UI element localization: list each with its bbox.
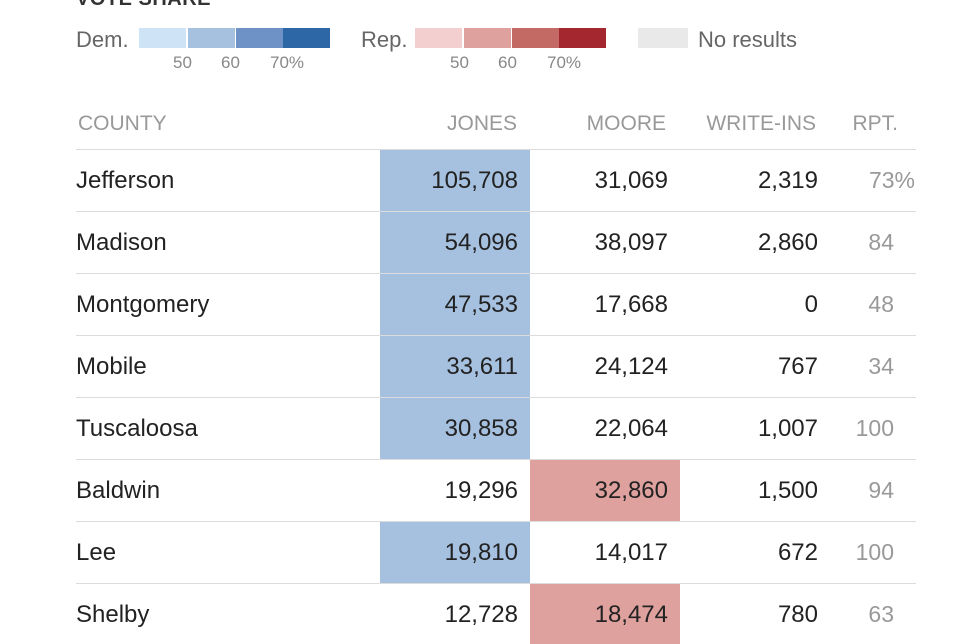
write-ins-votes: 1,500	[757, 477, 818, 504]
legend-rep-label: Rep.	[361, 27, 408, 52]
moore-votes: 24,124	[594, 353, 668, 380]
legend-title: VOTE SHARE	[76, 0, 211, 11]
moore-votes: 14,017	[594, 539, 668, 566]
write-ins-votes: 0	[804, 291, 818, 318]
moore-votes: 38,097	[594, 229, 668, 256]
table-row: Lee 19,810 14,017 672 100	[76, 521, 916, 583]
moore-votes: 32,860	[530, 460, 680, 521]
header-county[interactable]: COUNTY	[78, 112, 167, 135]
write-ins-votes: 2,319	[757, 167, 818, 194]
county-name: Lee	[76, 539, 117, 566]
write-ins-votes: 1,007	[757, 415, 818, 442]
results-table: Jefferson 105,708 31,069 2,319 73% Madis…	[76, 149, 916, 644]
legend-dem-tick-70: 70%	[270, 53, 305, 72]
legend-dem-swatch-1	[139, 28, 186, 48]
write-ins-votes: 780	[777, 601, 818, 628]
legend-dem-swatch-3	[236, 28, 283, 48]
jones-votes: 19,296	[444, 477, 518, 504]
table-row: Tuscaloosa 30,858 22,064 1,007 100	[76, 397, 916, 459]
moore-votes: 22,064	[594, 415, 668, 442]
write-ins-votes: 2,860	[757, 229, 818, 256]
jones-votes: 33,611	[380, 336, 530, 397]
reporting-pct: 84	[868, 229, 894, 255]
legend-no-results-label: No results	[698, 27, 798, 52]
moore-votes: 18,474	[530, 584, 680, 644]
jones-votes: 105,708	[380, 150, 530, 211]
legend-dem-tick-60: 60	[221, 53, 240, 72]
moore-votes: 31,069	[594, 167, 668, 194]
jones-votes: 19,810	[380, 522, 530, 583]
legend-rep-swatch-3	[512, 28, 559, 48]
reporting-pct: 48	[868, 291, 894, 317]
table-row: Mobile 33,611 24,124 767 34	[76, 335, 916, 397]
legend-dem-swatch-4	[283, 28, 330, 48]
county-name: Madison	[76, 229, 167, 256]
county-name: Shelby	[76, 601, 150, 628]
reporting-pct: 34	[868, 353, 894, 379]
reporting-pct: 100	[855, 539, 894, 565]
table-row: Madison 54,096 38,097 2,860 84	[76, 211, 916, 273]
table-row: Shelby 12,728 18,474 780 63	[76, 583, 916, 644]
reporting-pct: 63	[868, 601, 894, 627]
write-ins-votes: 672	[777, 539, 818, 566]
jones-votes: 47,533	[380, 274, 530, 335]
header-rpt[interactable]: RPT.	[852, 112, 898, 135]
reporting-pct: 73%	[868, 167, 915, 193]
legend-dem-tick-50: 50	[173, 53, 192, 72]
legend-no-results-swatch	[638, 28, 688, 48]
header-write-ins[interactable]: WRITE-INS	[706, 112, 816, 135]
legend-rep-tick-70: 70%	[547, 53, 582, 72]
header-moore[interactable]: MOORE	[586, 112, 666, 135]
reporting-pct: 100	[855, 415, 894, 441]
county-name: Montgomery	[76, 291, 210, 318]
legend-rep-tick-50: 50	[450, 53, 469, 72]
moore-votes: 17,668	[594, 291, 668, 318]
table-row: Jefferson 105,708 31,069 2,319 73%	[76, 149, 916, 211]
county-name: Tuscaloosa	[76, 415, 198, 442]
header-jones[interactable]: JONES	[446, 112, 517, 135]
legend-rep-tick-60: 60	[498, 53, 517, 72]
county-name: Baldwin	[76, 477, 161, 504]
write-ins-votes: 767	[777, 353, 818, 380]
county-name: Jefferson	[76, 167, 175, 194]
table-row: Baldwin 19,296 32,860 1,500 94	[76, 459, 916, 521]
county-name: Mobile	[76, 353, 147, 380]
reporting-pct: 94	[868, 477, 894, 503]
legend-rep-swatch-2	[464, 28, 511, 48]
legend-dem-label: Dem.	[76, 27, 129, 52]
jones-votes: 30,858	[380, 398, 530, 459]
legend-dem-swatch-2	[188, 28, 235, 48]
table-row: Montgomery 47,533 17,668 0 48	[76, 273, 916, 335]
jones-votes: 12,728	[444, 601, 518, 628]
legend-rep-swatch-4	[559, 28, 606, 48]
jones-votes: 54,096	[380, 212, 530, 273]
legend-rep-swatch-1	[415, 28, 462, 48]
